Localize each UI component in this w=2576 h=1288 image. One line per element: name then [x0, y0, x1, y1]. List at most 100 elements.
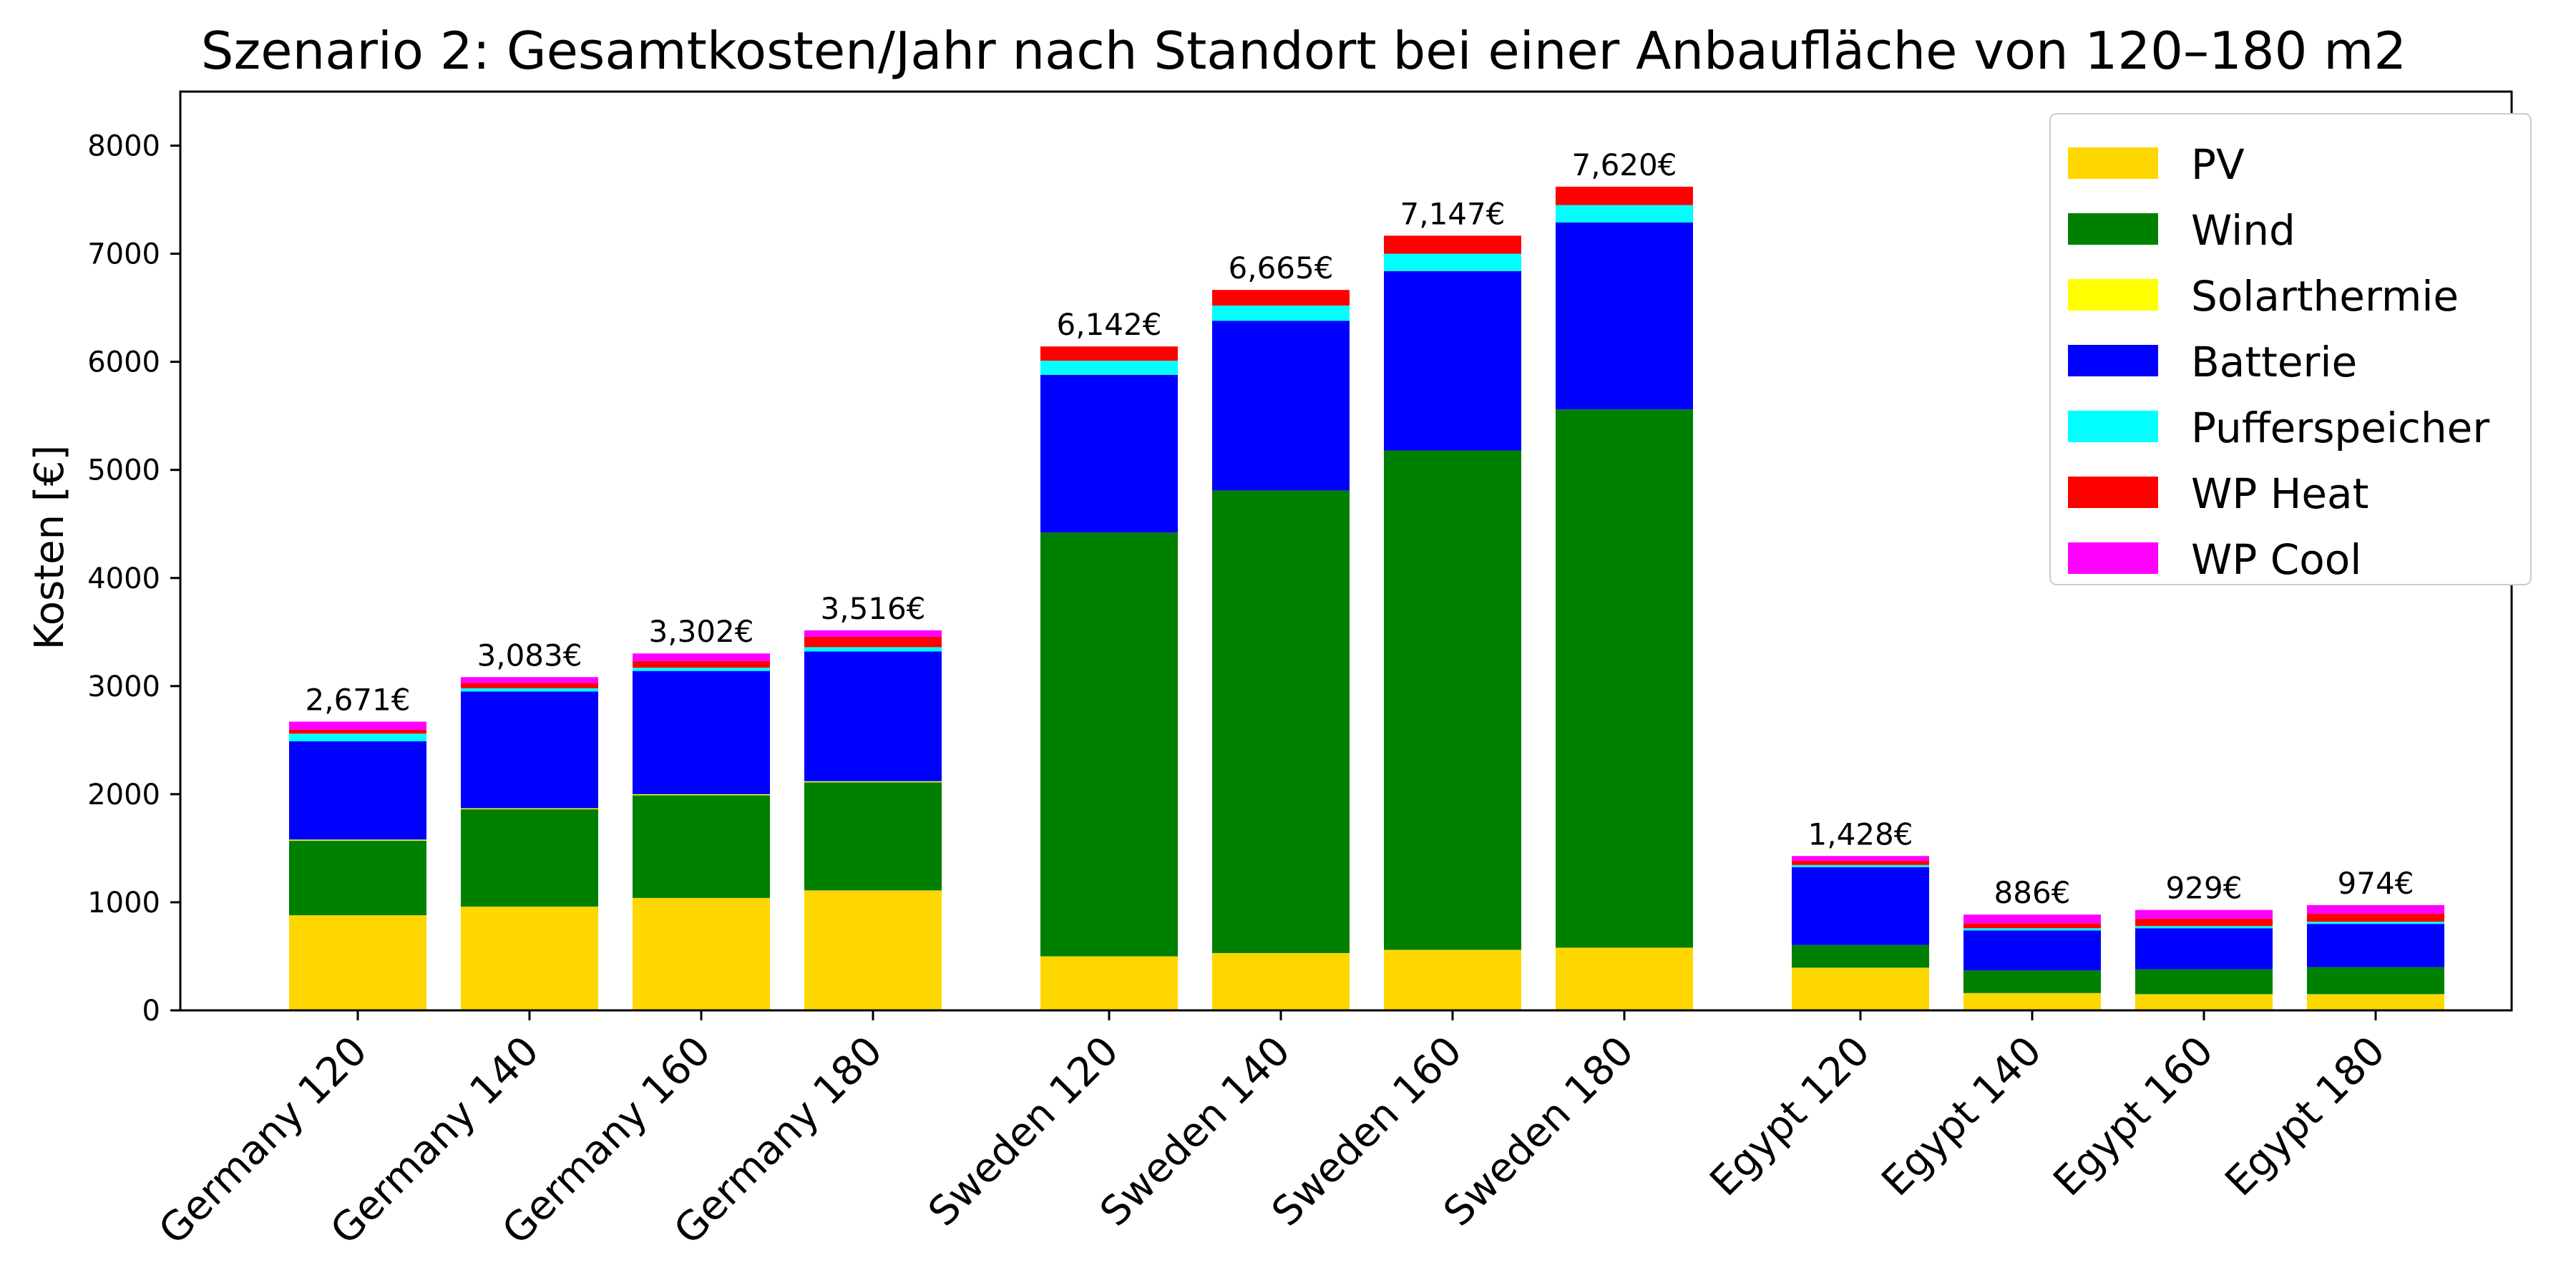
bar-segment-wind-egypt-120 [1792, 945, 1929, 968]
bar-segment-pufferspeicher-egypt-140 [1963, 928, 2101, 931]
legend-item-wind: Wind [2051, 196, 2530, 262]
bar-segment-batterie-egypt-140 [1963, 930, 2101, 971]
bar-segment-batterie-germany-140 [461, 691, 598, 809]
bar-segment-pv-egypt-120 [1792, 967, 1929, 1010]
x-tick-label-egypt-140: Egypt 140 [1873, 1028, 2051, 1205]
x-tick-label-egypt-160: Egypt 160 [2045, 1028, 2223, 1205]
y-tick-label-7000: 7000 [87, 238, 160, 271]
bar-segment-wp-cool-germany-120 [289, 721, 426, 731]
legend-swatch-solarthermie [2068, 279, 2158, 311]
bar-segment-pufferspeicher-germany-160 [633, 668, 770, 671]
y-axis-label: Kosten [€] [26, 445, 73, 650]
y-tick-label-5000: 5000 [87, 454, 160, 487]
legend-label-wp-cool: WP Cool [2191, 535, 2362, 584]
bar-segment-pv-germany-180 [804, 890, 942, 1010]
legend-item-wp-cool: WP Cool [2051, 525, 2530, 591]
legend-label-batterie: Batterie [2191, 338, 2358, 386]
bar-segment-pv-egypt-160 [2135, 994, 2273, 1010]
bar-segment-wind-egypt-180 [2307, 967, 2444, 995]
bar-segment-batterie-egypt-180 [2307, 924, 2444, 967]
legend-label-pv: PV [2191, 140, 2245, 189]
bar-segment-pv-germany-140 [461, 906, 598, 1010]
y-tick-label-2000: 2000 [87, 779, 160, 811]
bar-segment-wp-cool-germany-160 [633, 653, 770, 661]
y-tick-label-4000: 4000 [87, 562, 160, 595]
bar-segment-wind-sweden-160 [1384, 450, 1521, 950]
labels-layer: 2,671€ 3,083€ 3,302€ 3,516€ 6,142€ 6,665€ 7,14… [306, 147, 2414, 910]
bar-segment-pufferspeicher-egypt-180 [2307, 922, 2444, 924]
bar-segment-batterie-germany-180 [804, 651, 942, 781]
bar-segment-pv-germany-120 [289, 915, 426, 1010]
total-label-sweden-120: 6,142€ [1057, 307, 1162, 342]
bar-segment-wp-heat-germany-180 [804, 636, 942, 648]
bar-segment-pv-sweden-160 [1384, 950, 1521, 1010]
bar-segment-pufferspeicher-germany-140 [461, 688, 598, 692]
bar-segment-pv-egypt-180 [2307, 994, 2444, 1010]
bar-segment-wp-heat-sweden-160 [1384, 235, 1521, 254]
legend-item-pufferspeicher: Pufferspeicher [2051, 394, 2530, 459]
x-tick-label-egypt-180: Egypt 180 [2217, 1028, 2394, 1205]
legend-swatch-batterie [2068, 345, 2158, 376]
bar-segment-batterie-sweden-160 [1384, 270, 1521, 451]
legend-label-wp-heat: WP Heat [2191, 469, 2369, 518]
bar-segment-wp-heat-sweden-140 [1212, 290, 1350, 306]
legend-label-solarthermie: Solarthermie [2191, 272, 2459, 321]
bar-segment-pv-sweden-180 [1556, 947, 1693, 1010]
total-label-egypt-160: 929€ [2166, 871, 2243, 906]
total-label-germany-180: 3,516€ [821, 591, 926, 626]
bar-segment-pufferspeicher-egypt-160 [2135, 926, 2273, 929]
bar-segment-wind-germany-140 [461, 809, 598, 907]
y-tick-label-0: 0 [142, 995, 160, 1028]
total-label-sweden-140: 6,665€ [1229, 250, 1334, 286]
bar-segment-wp-cool-germany-180 [804, 630, 942, 637]
bar-segment-pufferspeicher-sweden-140 [1212, 306, 1350, 321]
y-tick-label-6000: 6000 [87, 346, 160, 379]
bar-segment-wp-heat-germany-140 [461, 683, 598, 688]
bar-segment-batterie-sweden-180 [1556, 222, 1693, 410]
total-label-germany-120: 2,671€ [306, 683, 411, 718]
bar-segment-wind-sweden-180 [1556, 409, 1693, 948]
bar-segment-pufferspeicher-germany-120 [289, 733, 426, 741]
bar-segment-pufferspeicher-sweden-160 [1384, 253, 1521, 271]
bar-segment-wind-germany-120 [289, 840, 426, 916]
legend-item-solarthermie: Solarthermie [2051, 262, 2530, 328]
bar-segment-wind-germany-180 [804, 782, 942, 891]
total-label-egypt-140: 886€ [1994, 875, 2071, 910]
bar-segment-solarthermie-germany-140 [461, 808, 598, 810]
legend-swatch-wind [2068, 213, 2158, 245]
total-label-sweden-180: 7,620€ [1572, 147, 1677, 182]
bar-segment-solarthermie-germany-120 [289, 839, 426, 841]
bar-segment-batterie-sweden-120 [1040, 374, 1178, 533]
bar-segment-pufferspeicher-sweden-120 [1040, 361, 1178, 375]
y-tick-label-8000: 8000 [87, 130, 160, 163]
legend-label-pufferspeicher: Pufferspeicher [2191, 404, 2490, 452]
legend-item-wp-heat: WP Heat [2051, 459, 2530, 525]
bar-segment-batterie-germany-120 [289, 741, 426, 840]
bar-segment-wind-egypt-160 [2135, 969, 2273, 995]
bar-segment-pv-sweden-140 [1212, 952, 1350, 1010]
legend: PV Wind Solarthermie Batterie Pufferspei… [2049, 113, 2532, 585]
bar-segment-pufferspeicher-egypt-120 [1792, 864, 1929, 867]
legend-swatch-wp-heat [2068, 477, 2158, 508]
total-label-sweden-160: 7,147€ [1400, 196, 1506, 231]
bar-segment-pv-sweden-120 [1040, 956, 1178, 1010]
bar-segment-wp-heat-egypt-140 [1963, 923, 2101, 929]
bar-segment-batterie-germany-160 [633, 670, 770, 794]
legend-swatch-pufferspeicher [2068, 411, 2158, 442]
legend-swatch-wp-cool [2068, 542, 2158, 574]
total-label-egypt-120: 1,428€ [1808, 816, 1913, 852]
bar-segment-wp-heat-germany-160 [633, 660, 770, 668]
bar-segment-wp-heat-germany-120 [289, 730, 426, 734]
bars-layer [289, 186, 2444, 1010]
bar-segment-pufferspeicher-germany-180 [804, 647, 942, 652]
bar-segment-wp-cool-egypt-140 [1963, 914, 2101, 924]
legend-label-wind: Wind [2191, 206, 2296, 255]
bar-segment-batterie-sweden-140 [1212, 321, 1350, 491]
total-label-egypt-180: 974€ [2338, 866, 2414, 901]
bar-segment-batterie-egypt-120 [1792, 867, 1929, 945]
bar-segment-wind-sweden-140 [1212, 490, 1350, 953]
legend-item-pv: PV [2051, 130, 2530, 196]
chart-title: Szenario 2: Gesamtkosten/Jahr nach Stand… [201, 21, 2406, 81]
